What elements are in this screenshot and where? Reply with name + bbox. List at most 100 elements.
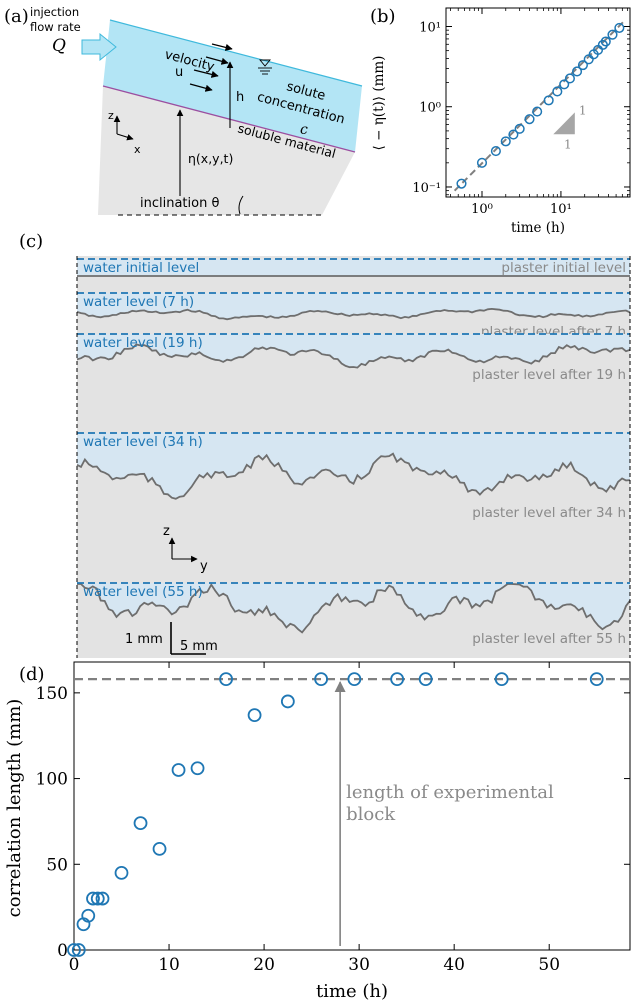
data-point-d xyxy=(347,672,362,687)
axis-z-label-a: z xyxy=(108,109,114,122)
y-tick-label-b: 10⁰ xyxy=(419,101,441,116)
x-tick-label-d: 40 xyxy=(443,955,465,975)
injection-symbol: Q xyxy=(52,36,66,56)
annotation-text-line2: block xyxy=(346,804,396,825)
solute-symbol: c xyxy=(300,122,308,138)
data-point-b xyxy=(524,114,535,125)
injection-arrow xyxy=(81,32,117,62)
panel-label-c: (c) xyxy=(19,231,43,252)
data-point-d xyxy=(190,761,205,776)
water-level-label: water level (7 h) xyxy=(83,294,194,310)
x-tick-label-d: 30 xyxy=(348,955,370,975)
y-tick-label-b: 10¹ xyxy=(419,20,441,35)
velocity-arrows xyxy=(189,43,233,92)
injection-label-line2: flow rate xyxy=(30,20,81,34)
data-point-d xyxy=(90,891,105,906)
plaster-level-label: plaster level after 34 h xyxy=(472,505,626,521)
data-point-b xyxy=(571,66,583,77)
water-region xyxy=(77,293,630,320)
eta-label: η(x,y,t) xyxy=(188,151,233,166)
data-point-d xyxy=(86,891,100,906)
data-point-b xyxy=(607,29,618,40)
annotation-text-line1: length of experimental xyxy=(346,782,554,803)
data-point-b xyxy=(532,106,543,117)
data-point-b xyxy=(600,36,611,47)
velocity-symbol: u xyxy=(175,65,183,80)
slope-triangle xyxy=(553,112,575,135)
data-point-d xyxy=(219,672,233,687)
x-tick-label-d: 0 xyxy=(69,955,80,975)
profile-strips: water initial level plaster initial level… xyxy=(76,258,631,647)
data-point-d xyxy=(247,708,262,723)
data-points-d xyxy=(67,672,604,957)
y-tick-label-b: 10⁻¹ xyxy=(412,181,441,196)
y-tick-label-d: 100 xyxy=(36,770,68,790)
height-symbol: h xyxy=(236,90,244,105)
water-region xyxy=(77,583,630,633)
data-point-b xyxy=(543,95,554,106)
data-point-d xyxy=(280,694,295,709)
injection-label-line1: injection xyxy=(30,5,79,19)
water-level-label: water level (19 h) xyxy=(83,335,203,351)
panel-label-b: (b) xyxy=(370,6,396,27)
axis-y-label-c: y xyxy=(200,559,208,574)
plaster-profile-line xyxy=(76,307,631,321)
plaster-profile-line xyxy=(76,343,631,369)
plaster-profile-line xyxy=(76,452,631,500)
y-tick-label-d: 0 xyxy=(57,941,68,961)
inclination-arc xyxy=(238,195,244,215)
data-point-b xyxy=(514,123,525,134)
water-level-label: water level (34 h) xyxy=(83,434,203,450)
scale-bar-horizontal-label: 5 mm xyxy=(180,639,218,654)
plot-frame-d xyxy=(73,661,631,951)
plaster-level-label: plaster initial level xyxy=(501,260,626,276)
slope-label-vertical: 1 xyxy=(579,103,587,117)
x-tick-label-d: 20 xyxy=(253,955,275,975)
data-point-b xyxy=(500,136,511,147)
data-point-d xyxy=(114,865,129,880)
y-axis-label-d: correlation length (mm) xyxy=(4,699,25,918)
data-point-d xyxy=(95,891,110,906)
data-point-d xyxy=(71,943,86,957)
x-axis-label-d: time (h) xyxy=(316,981,388,1002)
water-layer xyxy=(103,20,362,152)
plot-frame-b xyxy=(445,7,631,198)
inclination-label: inclination θ xyxy=(140,196,219,211)
data-point-b xyxy=(490,146,501,157)
interface-line xyxy=(102,85,356,153)
soluble-material-block xyxy=(98,86,355,215)
y-tick-label-d: 50 xyxy=(46,855,68,875)
water-region xyxy=(77,433,630,499)
scale-bar xyxy=(170,622,206,655)
plaster-profile-line xyxy=(77,582,631,634)
panel-label-a: (a) xyxy=(4,6,29,27)
data-point-b xyxy=(559,79,570,90)
panel-label-d: (d) xyxy=(19,664,45,685)
x-tick-label-d: 10 xyxy=(158,955,180,975)
data-point-b xyxy=(552,86,563,97)
data-point-b xyxy=(564,73,575,84)
water-surface-line xyxy=(109,19,363,87)
x-tick-label-d: 50 xyxy=(538,955,560,975)
water-level-label: water initial level xyxy=(83,260,199,276)
axes-icon-yz xyxy=(168,537,198,563)
scale-bar-vertical-label: 1 mm xyxy=(125,632,163,647)
plaster-level-label: plaster level after 55 h xyxy=(472,631,626,647)
axes-icon-xz xyxy=(113,115,134,141)
panel-b-chart: (b) 10⁰ 10¹ 10⁻¹ 10⁰ 10¹ 1 1 time (h) ⟨ − η(… xyxy=(370,6,631,236)
fit-line-b xyxy=(453,19,626,192)
plaster-level-label: plaster level after 19 h xyxy=(472,367,626,383)
water-region xyxy=(77,259,630,276)
x-tick-label-b: 10⁰ xyxy=(471,202,493,217)
data-point-b xyxy=(476,157,488,168)
data-point-d xyxy=(314,672,329,687)
axis-z-label-c: z xyxy=(163,524,170,539)
data-point-d xyxy=(67,943,81,957)
data-point-d xyxy=(171,763,186,777)
data-point-d xyxy=(390,672,405,687)
y-tick-label-d: 150 xyxy=(36,684,68,704)
free-surface-icon xyxy=(258,59,272,75)
data-point-b xyxy=(508,129,519,140)
data-point-d xyxy=(418,672,433,687)
